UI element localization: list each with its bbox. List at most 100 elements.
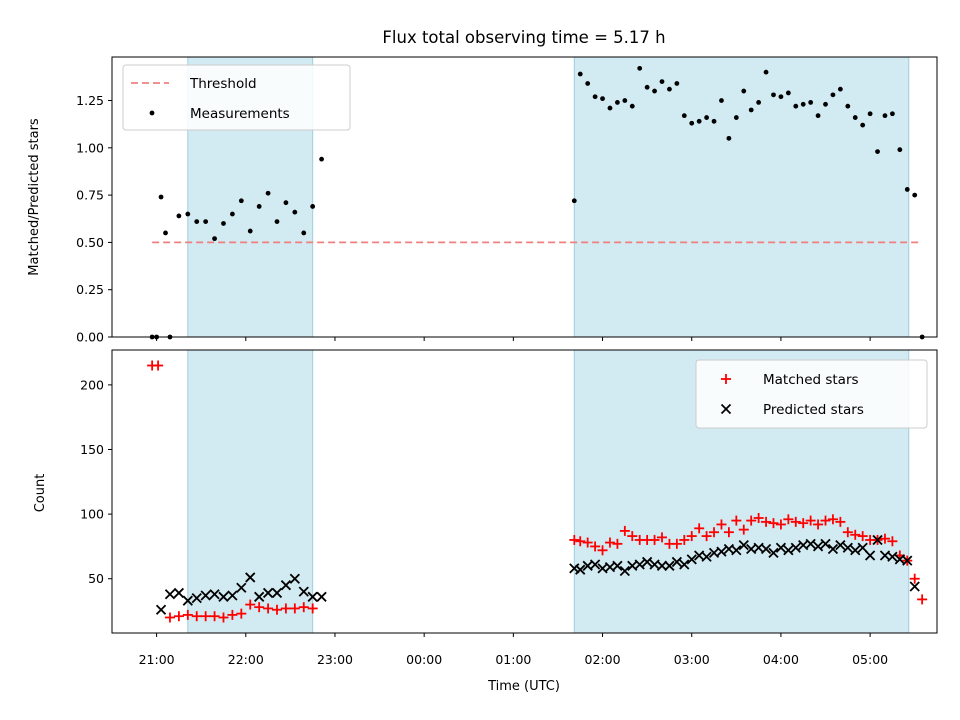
measurement-point [238, 198, 244, 204]
matched-stars-point [805, 515, 816, 526]
predicted-stars-point [227, 590, 238, 601]
measurement-point [748, 107, 754, 113]
x-axis-label: Time (UTC) [487, 679, 560, 694]
measurement-point [674, 81, 680, 86]
matched-stars-point [200, 611, 211, 622]
predicted-stars-point [827, 543, 839, 555]
predicted-stars-point [775, 542, 787, 553]
matched-stars-point [182, 609, 193, 620]
matched-stars-point [842, 527, 853, 538]
predicted-stars-point [619, 565, 630, 577]
measurement-point [867, 111, 873, 117]
measurement-point [808, 100, 814, 105]
legend-box [695, 359, 928, 429]
measurement-point [163, 230, 168, 236]
measurement-point [265, 190, 271, 196]
y-tick-label: 200 [80, 377, 104, 392]
matched-stars-point [627, 531, 638, 542]
x-tick-label: 02:00 [585, 652, 621, 667]
x-tick-label: 23:00 [317, 652, 353, 667]
matched-stars-point [657, 532, 667, 543]
predicted-stars-point [218, 591, 229, 602]
measurement-point [823, 101, 828, 107]
predicted-stars-point [254, 591, 265, 602]
top-panel: 0.00 0.25 0.50 0.75 1.00 1.25 Matched/Predict… [27, 56, 938, 345]
measurement-point [310, 204, 316, 209]
predicted-stars-point [271, 587, 283, 599]
predicted-stars-point [768, 547, 779, 559]
measurement-point [875, 149, 880, 154]
predicted-stars-point [656, 560, 668, 571]
predicted-stars-point [589, 559, 601, 570]
measurement-point [592, 94, 598, 100]
measurement-point [845, 103, 851, 109]
shaded-interval-1 [573, 56, 910, 338]
bottom-panel: 50 100 150 200 21:00 22:00 23:00 00:00 01:00 02:0… [33, 349, 938, 694]
measurement-point [830, 92, 836, 98]
measurement-point [158, 194, 164, 200]
y-tick-label: 50 [88, 571, 104, 586]
matched-stars-point [236, 608, 247, 619]
y-tick-label: 1.00 [76, 140, 104, 155]
measurement-point [176, 213, 182, 219]
measurement-point [659, 79, 665, 84]
predicted-stars-point [864, 550, 876, 561]
legend-box [122, 64, 351, 131]
predicted-stars-point [716, 546, 727, 557]
x-tick-label: 00:00 [406, 652, 442, 667]
predicted-stars-point [155, 604, 167, 615]
predicted-stars-point [872, 534, 883, 546]
matched-stars-point [569, 534, 580, 545]
measurement-point [800, 101, 806, 107]
measurement-point [585, 81, 591, 86]
matched-stars-point [209, 611, 220, 622]
x-tick-label: 05:00 [852, 652, 888, 667]
measurement-point [778, 94, 784, 100]
measurement-point [319, 156, 324, 162]
predicted-stars-point [280, 580, 292, 591]
measurement-point [815, 113, 821, 119]
matched-stars-point [887, 536, 898, 547]
measurement-point [644, 84, 650, 90]
predicted-stars-point [664, 560, 675, 571]
top-axes: 0.00 0.25 0.50 0.75 1.00 1.25 [76, 56, 938, 345]
legend-label: Threshold [189, 76, 257, 92]
bottom-plot-frame [111, 349, 938, 634]
x-tick-label: 03:00 [674, 652, 710, 667]
predicted-stars-point [679, 559, 690, 570]
measurement-point [882, 113, 888, 119]
matched-stars-point [153, 360, 164, 371]
legend-label: Measurements [190, 106, 290, 122]
matched-stars-point [768, 518, 779, 529]
matched-stars-point [254, 602, 265, 613]
top-series-layer [149, 65, 925, 340]
predicted-stars-point [909, 581, 920, 592]
y-tick-label: 150 [80, 442, 104, 457]
matched-stars-point [612, 538, 623, 549]
predicted-stars-point [738, 539, 749, 551]
measurement-point [600, 96, 605, 102]
predicted-stars-point [307, 591, 318, 602]
legend-measurements-swatch [149, 110, 155, 116]
matched-stars-point [709, 527, 720, 538]
measurement-point [577, 71, 583, 77]
chart-title: Flux total observing time = 5.17 h [382, 28, 665, 47]
y-tick-label: 0.50 [76, 235, 104, 250]
measurement-point [203, 219, 209, 224]
measurement-point [667, 86, 672, 92]
measurement-point [771, 92, 776, 98]
y-tick-label: 0.75 [76, 188, 104, 203]
measurement-point [622, 98, 628, 103]
measurement-point [763, 69, 769, 75]
measurement-point [629, 103, 635, 109]
matched-stars-point [164, 612, 175, 623]
measurement-point [696, 118, 702, 124]
matched-stars-point [280, 603, 291, 614]
measurement-point [837, 86, 843, 92]
matched-stars-point [173, 611, 184, 622]
shaded-interval-0 [187, 349, 314, 634]
predicted-stars-point [262, 587, 274, 599]
matched-stars-point [263, 603, 274, 614]
matched-stars-point [597, 545, 608, 556]
